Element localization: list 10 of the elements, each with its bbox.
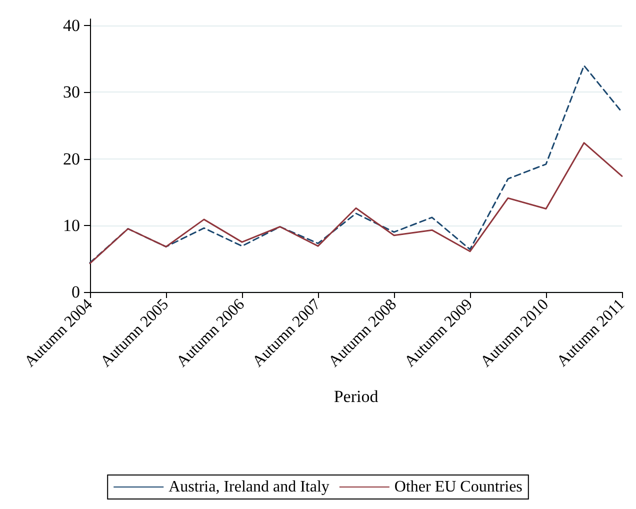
y-tick-label: 0 <box>72 282 80 302</box>
x-axis-title: Period <box>334 387 379 406</box>
y-tick-label: 10 <box>63 216 80 235</box>
line-series <box>89 142 623 264</box>
legend-label: Austria, Ireland and Italy <box>168 478 330 496</box>
y-tick-label: 40 <box>63 16 80 36</box>
line-series <box>89 64 623 264</box>
y-tick-label: 20 <box>63 149 80 168</box>
legend-label: Other EU Countries <box>394 478 522 496</box>
y-tick-label: 30 <box>63 82 80 102</box>
